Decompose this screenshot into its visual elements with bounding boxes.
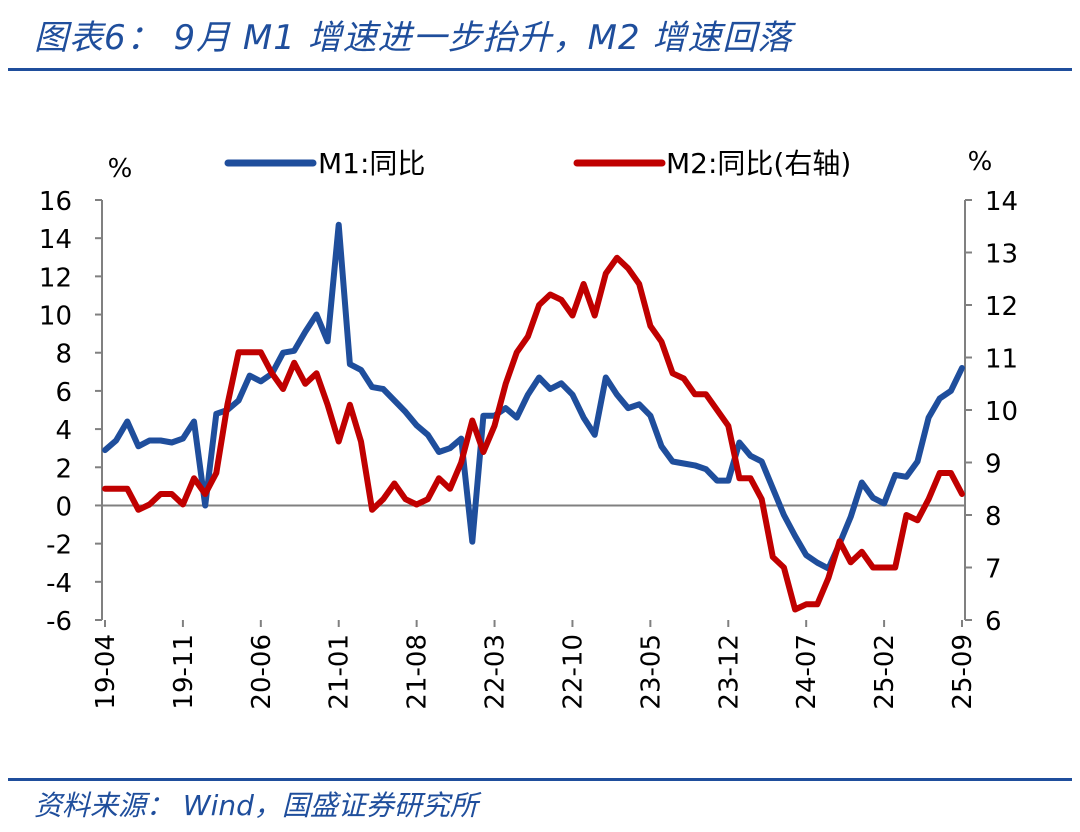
x-tick-label: 23-12 (714, 634, 744, 710)
x-tick-label: 19-04 (91, 634, 121, 710)
right-tick-label: 8 (985, 502, 1002, 532)
left-tick-label: 14 (39, 225, 72, 255)
legend-label-m2: M2:同比(右轴) (666, 147, 851, 180)
right-axis-unit: % (968, 147, 993, 177)
series-layer (102, 221, 965, 613)
right-tick-label: 7 (985, 555, 1002, 585)
x-tick-label: 22-10 (558, 634, 588, 710)
figure-title: 图表6： 9月 M1 增速进一步抬升，M2 增速回落 (34, 18, 793, 58)
left-tick-label: 4 (55, 416, 72, 446)
source-divider (8, 778, 1072, 781)
left-y-ticks: 16 14 12 10 8 6 4 2 0 -2 -4 -6 (39, 187, 102, 637)
x-tick-label: 21-01 (325, 634, 355, 710)
left-tick-label: 0 (55, 492, 72, 522)
series-line-m2 (102, 254, 965, 613)
x-tick-label: 19-11 (169, 634, 199, 710)
x-tick-label: 25-09 (948, 634, 978, 710)
chart-axes: 16 14 12 10 8 6 4 2 0 -2 -4 -6 14 13 12 11 10 9 8 7 6 19-04… (39, 187, 1018, 710)
x-ticks: 19-04 19-11 20-06 21-01 21-08 22-03 22-10 23-05… (91, 620, 978, 710)
left-tick-label: -2 (46, 531, 72, 561)
x-tick-label: 20-06 (247, 634, 277, 710)
legend-label-m1: M1:同比 (318, 147, 425, 180)
x-tick-label: 23-05 (636, 634, 666, 710)
left-axis-unit: % (108, 154, 133, 184)
left-tick-label: -4 (46, 569, 72, 599)
left-tick-label: 2 (55, 454, 72, 484)
left-tick-label: 12 (39, 263, 72, 293)
title-divider (8, 68, 1072, 71)
right-tick-label: 10 (985, 397, 1018, 427)
series-line-m1 (102, 221, 965, 572)
right-tick-label: 6 (985, 607, 1002, 637)
right-y-ticks: 14 13 12 11 10 9 8 7 6 (965, 187, 1018, 637)
source-note: 资料来源： Wind，国盛证券研究所 (34, 789, 478, 822)
chart-legend: M1:同比 M2:同比(右轴) (224, 147, 851, 180)
x-tick-label: 24-07 (792, 634, 822, 710)
left-tick-label: 6 (55, 378, 72, 408)
x-tick-label: 22-03 (481, 634, 511, 710)
right-tick-label: 11 (985, 345, 1018, 375)
left-tick-label: -6 (46, 607, 72, 637)
right-tick-label: 13 (985, 240, 1018, 270)
left-tick-label: 8 (55, 340, 72, 370)
x-tick-label: 25-02 (870, 634, 900, 710)
left-tick-label: 16 (39, 187, 72, 217)
right-tick-label: 14 (985, 187, 1018, 217)
right-tick-label: 9 (985, 450, 1002, 480)
x-tick-label: 21-08 (403, 634, 433, 710)
left-tick-label: 10 (39, 302, 72, 332)
right-tick-label: 12 (985, 292, 1018, 322)
